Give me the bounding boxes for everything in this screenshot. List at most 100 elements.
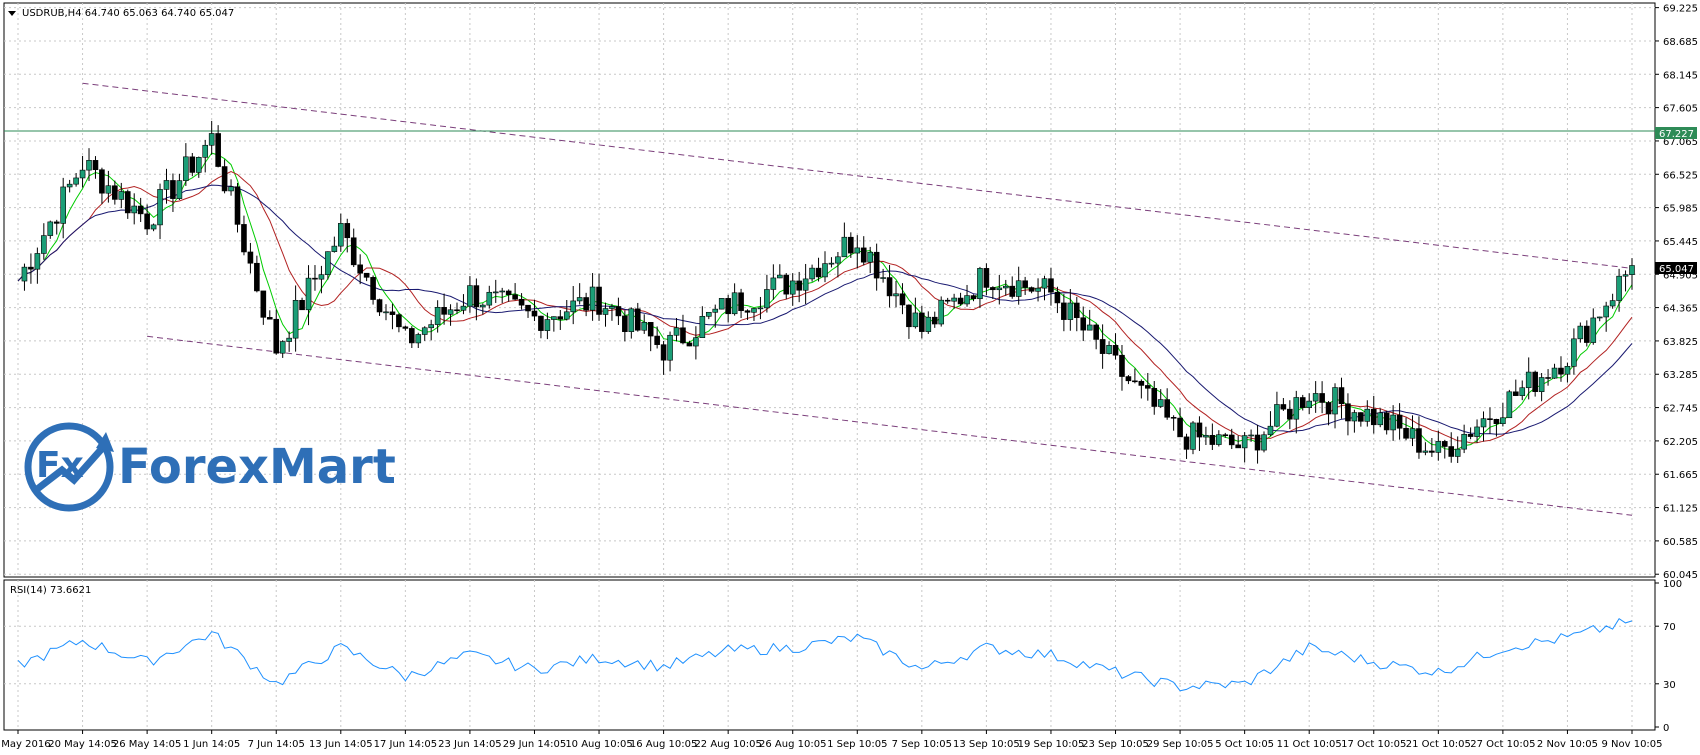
bear-candle [1048, 278, 1054, 293]
bear-candle [144, 213, 150, 230]
bear-candle [266, 317, 273, 320]
price-tick-label: 64.365 [1663, 304, 1698, 315]
bear-candle [260, 290, 267, 318]
time-tick-label: 20 May 14:05 [48, 739, 117, 750]
bull-candle [1041, 278, 1048, 289]
bull-candle [996, 287, 1003, 291]
price-tick-label: 63.825 [1663, 337, 1698, 348]
bear-candle [944, 299, 951, 302]
bear-candle [370, 277, 376, 300]
bull-candle [1409, 428, 1416, 439]
rsi-panel[interactable] [3, 579, 1656, 731]
price-channel[interactable] [82, 82, 1633, 516]
bear-candle [1487, 418, 1493, 420]
bull-candle [770, 277, 777, 290]
bear-candle [170, 180, 176, 199]
dropdown-triangle-icon[interactable] [8, 11, 16, 16]
bear-candle [1319, 393, 1325, 403]
bear-candle [137, 205, 144, 215]
time-tick-label: 1 Jun 14:05 [183, 739, 240, 750]
time-tick-label: 17 Jun 14:05 [374, 739, 438, 750]
bear-candle [860, 247, 867, 263]
bull-candle [1422, 450, 1429, 453]
bear-candle [505, 290, 512, 296]
bear-candle [273, 318, 280, 354]
rsi-grid [4, 580, 1655, 730]
bull-candle [1377, 412, 1384, 426]
bull-candle [202, 144, 209, 158]
bull-candle [434, 307, 441, 325]
bear-candle [583, 297, 589, 311]
bear-candle [783, 274, 790, 295]
bear-candle [815, 267, 822, 278]
bull-candle [667, 334, 673, 361]
bear-candle [525, 304, 531, 312]
bear-candle [680, 327, 686, 344]
bear-candle [473, 285, 480, 308]
bull-candle [673, 327, 680, 336]
time-tick-label: 16 May 2016 [0, 739, 51, 750]
bear-candle [1054, 291, 1061, 304]
bear-candle [1093, 324, 1099, 340]
price-tick-label: 64.905 [1663, 270, 1698, 281]
bull-candle [21, 266, 28, 282]
bear-candle [247, 251, 254, 264]
main-panel[interactable] [3, 2, 1656, 578]
bull-candle [1015, 280, 1022, 297]
bull-candle [131, 205, 138, 214]
bear-candle [1287, 408, 1293, 420]
bear-candle [873, 251, 880, 279]
bear-candle [1467, 433, 1474, 437]
bear-candle [1370, 408, 1377, 426]
bear-candle [1138, 380, 1145, 386]
bear-candle [1584, 325, 1590, 343]
bear-candle [518, 298, 525, 306]
bull-candle [609, 306, 615, 309]
time-tick-label: 5 Oct 10:05 [1215, 739, 1274, 750]
bull-candle [1203, 434, 1209, 438]
price-tick-label: 60.585 [1663, 537, 1698, 548]
bear-candle [1493, 418, 1500, 425]
bear-candle [1448, 446, 1455, 457]
bear-candle [906, 304, 912, 328]
bull-candle [1390, 414, 1396, 431]
bull-candle [1067, 302, 1074, 320]
bull-candle [841, 236, 848, 258]
bull-candle [1506, 391, 1513, 419]
bull-candle [757, 307, 764, 310]
bear-candle [1009, 285, 1016, 297]
bull-candle [951, 297, 957, 302]
time-tick-label: 7 Sep 10:05 [892, 739, 952, 750]
bull-candle [880, 277, 886, 279]
bear-candle [363, 272, 370, 278]
price-tick-label: 62.745 [1663, 404, 1698, 415]
bull-candle [1538, 377, 1545, 392]
bear-candle [1145, 385, 1151, 389]
bull-candle [208, 133, 215, 146]
fx-logo-icon [24, 422, 114, 512]
bear-candle [1183, 436, 1190, 450]
bull-candle [305, 277, 312, 311]
bull-candle [693, 337, 699, 347]
bear-candle [357, 264, 363, 274]
bear-candle [1061, 302, 1067, 320]
forexmart-logo: Fx ForexMart [22, 420, 396, 514]
bull-candle [1216, 434, 1222, 445]
time-tick-label: 27 Oct 10:05 [1470, 739, 1535, 750]
bull-candle [699, 316, 706, 338]
bull-candle [60, 186, 66, 224]
bull-candle [828, 262, 835, 265]
price-tick-label: 66.525 [1663, 170, 1698, 181]
bull-candle [628, 308, 635, 332]
bull-candle [1577, 325, 1584, 340]
bear-candle [1280, 404, 1287, 410]
bull-candle [415, 334, 422, 344]
bear-candle [396, 314, 402, 328]
bull-candle [1461, 433, 1467, 450]
bear-candle [1532, 371, 1538, 392]
bear-candle [1119, 354, 1125, 377]
bull-candle [1261, 434, 1267, 451]
rsi-label: RSI(14) 73.6621 [10, 585, 91, 596]
bear-candle [441, 307, 447, 315]
bull-candle [1190, 422, 1196, 450]
